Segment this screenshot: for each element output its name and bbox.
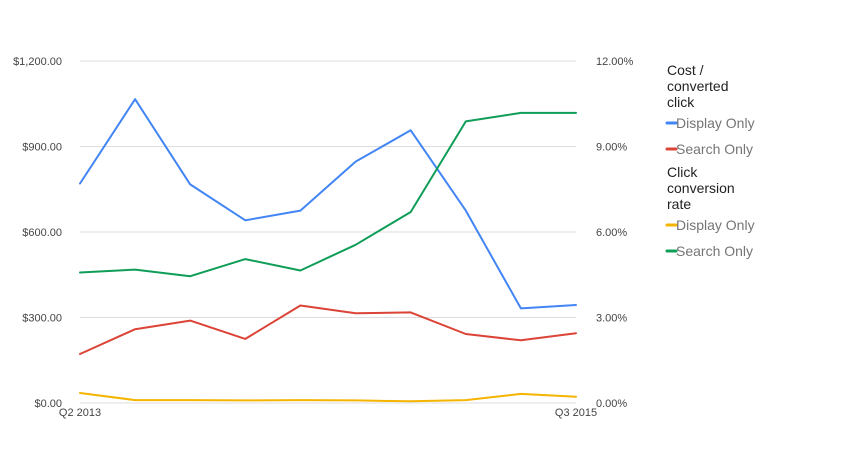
series-lines — [79, 98, 577, 403]
left-tick-label: $600.00 — [22, 227, 62, 239]
series-line-search-only-right — [79, 111, 577, 278]
legend-group-title: Click — [667, 164, 698, 180]
right-tick-label: 12.00% — [596, 56, 634, 68]
legend-entry-label: Search Only — [676, 141, 753, 157]
left-tick-label: $1,200.00 — [13, 56, 62, 68]
left-tick-label: $0.00 — [34, 398, 62, 410]
legend-group-title: converted — [667, 78, 728, 94]
right-tick-label: 6.00% — [596, 227, 627, 239]
legend-entry-label: Display Only — [676, 115, 755, 131]
legend-group-title: rate — [667, 196, 691, 212]
left-tick-label: $900.00 — [22, 142, 62, 154]
right-axis: 0.00% 3.00% 6.00% 9.00% 12.00% — [596, 56, 634, 410]
legend-group-title: click — [667, 94, 695, 110]
legend-group-title: conversion — [667, 180, 735, 196]
legend-entry-label: Display Only — [676, 217, 755, 233]
series-line-display-only-right — [79, 392, 577, 403]
right-tick-label: 3.00% — [596, 313, 627, 325]
left-axis: $0.00 $300.00 $600.00 $900.00 $1,200.00 — [13, 56, 62, 410]
legend-entry-label: Search Only — [676, 243, 753, 259]
gridlines — [80, 60, 576, 404]
x-tick-label: Q2 2013 — [59, 407, 101, 419]
x-axis: Q2 2013 Q3 2015 — [59, 407, 597, 419]
x-tick-label: Q3 2015 — [555, 407, 597, 419]
right-tick-label: 9.00% — [596, 142, 627, 154]
series-line-search-only-left — [79, 304, 577, 355]
series-line-display-only-left — [79, 98, 577, 310]
right-tick-label: 0.00% — [596, 398, 627, 410]
left-tick-label: $300.00 — [22, 313, 62, 325]
legend-group-title: Cost / — [667, 62, 704, 78]
